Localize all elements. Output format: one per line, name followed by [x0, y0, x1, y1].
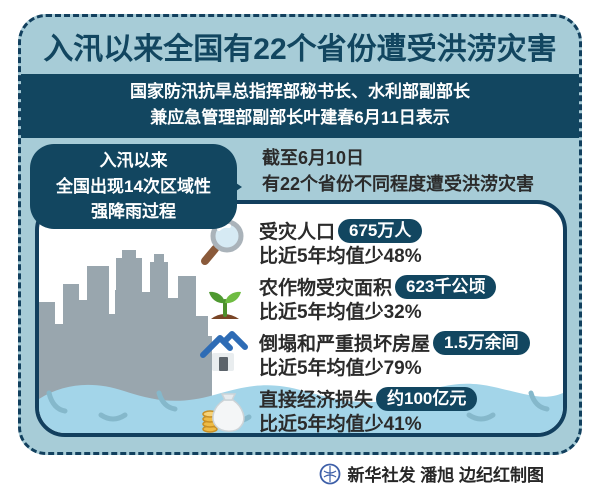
- stat-row-houses: 倒塌和严重损坏房屋 1.5万余间 比近5年均值少79%: [199, 329, 530, 382]
- sprout-icon: [209, 291, 241, 319]
- stats-panel: 受灾人口 675万人 比近5年均值少48% 农作物受灾面积: [35, 200, 567, 437]
- stat-value-badge: 623千公顷: [395, 274, 497, 299]
- credit-text: 新华社发 潘旭 边纪红制图: [347, 466, 544, 485]
- subtitle-line1: 国家防汛抗旱总指挥部秘书长、水利部副部长: [130, 81, 470, 101]
- subtitle-line2: 兼应急管理部副部长叶建春6月11日表示: [150, 107, 450, 127]
- stat-value-badge: 约100亿元: [376, 386, 478, 411]
- stat-label: 受灾人口: [259, 222, 336, 243]
- bubble-line3: 强降雨过程: [91, 202, 176, 222]
- date-note: 截至6月10日 有22个省份不同程度遭受洪涝灾害: [262, 145, 534, 197]
- moneybag-icon: [202, 393, 245, 433]
- stat-row-population: 受灾人口 675万人 比近5年均值少48%: [199, 217, 423, 270]
- stat-comparison: 比近5年均值少48%: [259, 246, 422, 267]
- stat-row-economic-loss: 直接经济损失 约100亿元 比近5年均值少41%: [199, 385, 478, 435]
- stat-label: 农作物受灾面积: [259, 278, 393, 299]
- stat-row-crops: 农作物受灾面积 623千公顷 比近5年均值少32%: [199, 273, 497, 326]
- date-note-line1: 截至6月10日: [262, 148, 365, 168]
- stat-comparison: 比近5年均值少32%: [259, 302, 422, 323]
- bubble-line1: 入汛以来: [99, 151, 168, 171]
- subtitle-band: 国家防汛抗旱总指挥部秘书长、水利部副部长 兼应急管理部副部长叶建春6月11日表示: [21, 73, 579, 139]
- house-icon: [200, 331, 248, 371]
- stat-value-badge: 675万人: [338, 218, 423, 243]
- bubble-line2: 全国出现14次区域性: [56, 176, 211, 196]
- stat-label: 直接经济损失: [259, 390, 374, 411]
- stat-comparison: 比近5年均值少79%: [259, 358, 422, 379]
- credit-line: 新华社发 潘旭 边纪红制图: [319, 461, 544, 486]
- date-note-line2: 有22个省份不同程度遭受洪涝灾害: [262, 174, 535, 195]
- rainfall-speech-bubble: 入汛以来 全国出现14次区域性 强降雨过程: [30, 144, 242, 229]
- stat-value-badge: 1.5万余间: [433, 330, 530, 355]
- xinhua-logo-icon: [319, 463, 340, 484]
- magnifier-icon: [201, 219, 244, 265]
- page-title: 入汛以来全国有22个省份遭受洪涝灾害: [43, 33, 557, 66]
- board: 入汛以来全国有22个省份遭受洪涝灾害 国家防汛抗旱总指挥部秘书长、水利部副部长 …: [18, 14, 582, 455]
- stat-comparison: 比近5年均值少41%: [259, 414, 422, 435]
- stat-label: 倒塌和严重损坏房屋: [259, 334, 431, 355]
